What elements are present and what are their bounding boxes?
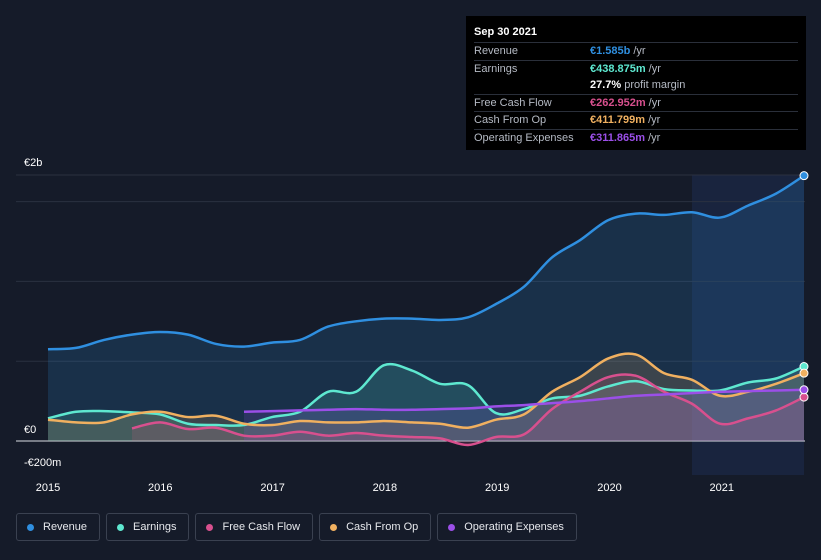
legend-item-free-cash-flow[interactable]: Free Cash Flow xyxy=(195,513,314,541)
legend-label: Free Cash Flow xyxy=(222,521,301,533)
tooltip-date: Sep 30 2021 xyxy=(474,26,537,38)
operating-expenses-line xyxy=(243,388,805,413)
x-tick-label: 2018 xyxy=(373,482,397,494)
tooltip-row-label: Operating Expenses xyxy=(474,131,574,144)
free-cash-flow-line xyxy=(131,373,805,447)
legend: Revenue Earnings Free Cash Flow Cash From O… xyxy=(16,513,577,543)
y-tick-label-bottom: -€200m xyxy=(24,457,61,469)
legend-label: Cash From Op xyxy=(346,521,419,533)
tooltip-row-unit: /yr xyxy=(648,131,661,144)
tooltip-row-label: Earnings xyxy=(474,62,518,75)
earnings-area xyxy=(48,364,804,441)
tooltip-row: Free Cash Flow €262.952m/yr xyxy=(474,93,798,112)
tooltip-panel: Sep 30 2021 Revenue €1.585b/yr Earnings €43… xyxy=(466,16,806,150)
tooltip-row-value: 27.7% xyxy=(590,79,622,92)
legend-dot-icon xyxy=(206,523,214,531)
x-tick-label: 2019 xyxy=(485,482,509,494)
chart-area: €2b €0 -€200m 2015 2016 2017 2018 2019 2020 20… xyxy=(16,157,809,494)
tooltip-row-unit: /yr xyxy=(648,96,661,109)
tooltip-row: Operating Expenses €311.865m/yr xyxy=(474,128,798,147)
free-cash-flow-end-point xyxy=(799,392,809,402)
tooltip-row-label: Free Cash Flow xyxy=(474,96,552,109)
x-tick-label: 2017 xyxy=(260,482,284,494)
legend-item-earnings[interactable]: Earnings xyxy=(106,513,190,541)
x-tick-label: 2020 xyxy=(597,482,621,494)
revenue-end-point xyxy=(799,171,809,181)
operating-expenses-end-point xyxy=(799,385,809,395)
legend-dot-icon xyxy=(27,523,34,531)
tooltip-row-label: Revenue xyxy=(474,45,519,57)
x-tick-label: 2021 xyxy=(710,482,734,494)
legend-item-revenue[interactable]: Revenue xyxy=(16,513,101,541)
legend-item-operating-expenses[interactable]: Operating Expenses xyxy=(437,513,577,541)
tooltip-row-value: €411.799m xyxy=(590,114,646,127)
tooltip-row-value: €311.865m xyxy=(590,131,646,144)
legend-dot-icon xyxy=(117,523,125,531)
cash-from-op-line xyxy=(47,352,805,430)
tooltip-row-unit: /yr xyxy=(648,62,661,75)
cash-from-op-end-point xyxy=(799,368,809,378)
tooltip-row: Revenue €1.585b/yr xyxy=(474,42,798,60)
legend-label: Revenue xyxy=(43,521,88,533)
earnings-line xyxy=(47,362,805,427)
tooltip-row-unit: /yr xyxy=(633,45,646,57)
y-tick-label-top: €2b xyxy=(24,157,42,169)
tooltip-row-label: Cash From Op xyxy=(474,114,547,127)
legend-dot-icon xyxy=(330,523,338,531)
y-tick-label-zero: €0 xyxy=(24,424,36,436)
tooltip-row: Cash From Op €411.799m/yr xyxy=(474,111,798,129)
tooltip-row-value: €262.952m xyxy=(590,96,646,109)
forecast-region xyxy=(692,175,804,475)
x-tick-label: 2016 xyxy=(148,482,172,494)
legend-item-cash-from-op[interactable]: Cash From Op xyxy=(319,513,432,541)
tooltip-row-unit: /yr xyxy=(648,114,661,127)
tooltip-row-unit: profit margin xyxy=(624,79,686,92)
x-tick-label: 2015 xyxy=(36,482,60,494)
tooltip-row-label xyxy=(474,77,590,94)
legend-dot-icon xyxy=(448,523,456,531)
legend-label: Operating Expenses xyxy=(464,521,564,533)
legend-label: Earnings xyxy=(133,521,177,533)
tooltip-row: Earnings €438.875m/yr xyxy=(474,59,798,78)
revenue-line xyxy=(47,174,805,351)
tooltip-row-value: €438.875m xyxy=(590,62,646,75)
free-cash-flow-area xyxy=(132,374,804,445)
tooltip-row-value: €1.585b xyxy=(590,45,631,57)
tooltip-row: 27.7% profit margin xyxy=(474,77,798,94)
